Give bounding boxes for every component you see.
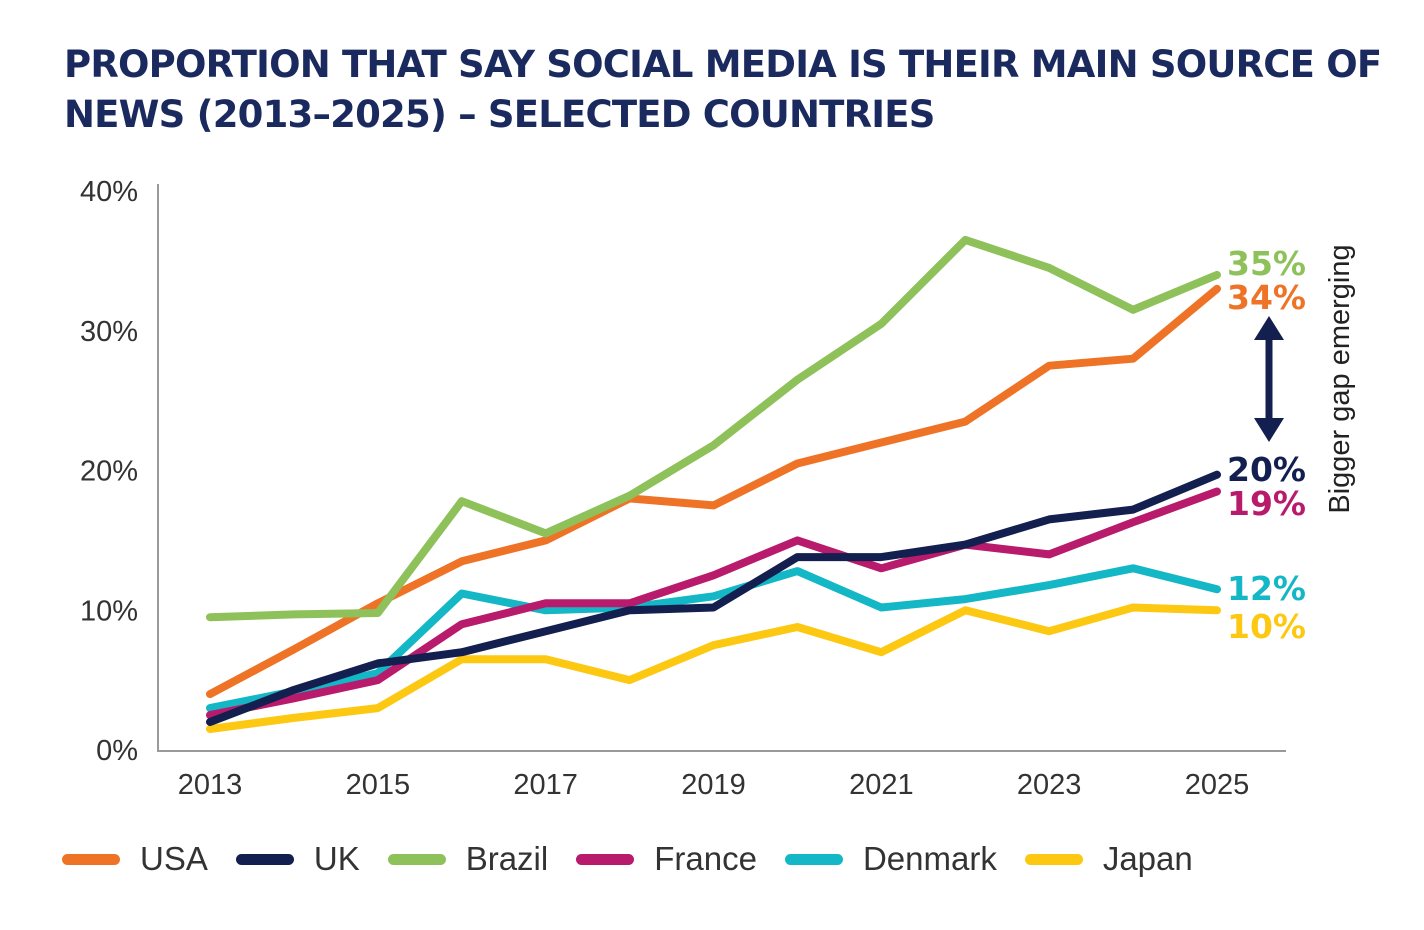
series-line-denmark [206,564,1221,713]
legend-swatch [387,853,446,865]
legend-label: USA [140,840,208,877]
y-tick-label: 20% [80,456,138,488]
series-lines [206,235,1221,733]
legend-item-france: France [576,840,757,878]
legend: USA UK Brazil France Denmark Japan [62,840,1221,878]
end-label-uk: 20% [1227,450,1306,489]
legend-swatch [576,853,635,865]
x-tick-label: 2017 [513,769,578,801]
legend-item-japan: Japan [1024,840,1193,878]
gap-annotation-text: Bigger gap emerging [1324,244,1356,513]
end-label-brazil: 35% [1227,244,1306,283]
legend-label: Japan [1102,840,1193,877]
legend-swatch [235,853,294,865]
legend-swatch [62,853,120,865]
series-line-france [206,487,1221,720]
gap-arrow-head-up [1254,316,1284,340]
end-label-denmark: 12% [1227,569,1306,608]
x-tick-label: 2025 [1185,769,1250,801]
x-tick-label: 2013 [178,769,243,801]
end-label-france: 19% [1227,484,1306,523]
legend-item-brazil: Brazil [387,840,549,878]
legend-label: Brazil [465,840,549,877]
x-tick-label: 2019 [681,769,746,801]
series-line-brazil [206,235,1221,622]
end-label-usa: 34% [1227,278,1306,317]
x-tick-label: 2023 [1017,769,1082,801]
chart-title: PROPORTION THAT SAY SOCIAL MEDIA IS THEI… [64,43,1382,136]
legend-label: UK [313,840,360,877]
series-line-uk [206,470,1221,726]
legend-item-uk: UK [235,840,360,878]
y-tick-label: 10% [80,595,138,627]
y-tick-label: 30% [80,316,138,348]
series-line-japan [206,603,1221,733]
legend-item-denmark: Denmark [784,840,997,878]
series-line-usa [206,284,1221,699]
x-tick-label: 2015 [346,769,411,801]
legend-label: France [654,840,757,877]
end-labels: 34% 20% 35% 19% 12%10% [1227,244,1306,646]
legend-item-usa: USA [62,840,208,878]
gap-annotation: Bigger gap emerging [1254,244,1356,514]
legend-swatch [1024,853,1083,865]
chart-axes: 0% 10% 20% 30% 40% 2013 2015 2017 2019 2021 2023 20… [80,176,1286,801]
gap-arrow-head-down [1254,418,1284,442]
y-tick-label: 40% [80,176,138,208]
y-tick-label: 0% [96,735,138,767]
end-label-japan: 10% [1227,607,1306,646]
legend-swatch [784,853,843,865]
x-tick-label: 2021 [849,769,914,801]
legend-label: Denmark [862,840,997,877]
